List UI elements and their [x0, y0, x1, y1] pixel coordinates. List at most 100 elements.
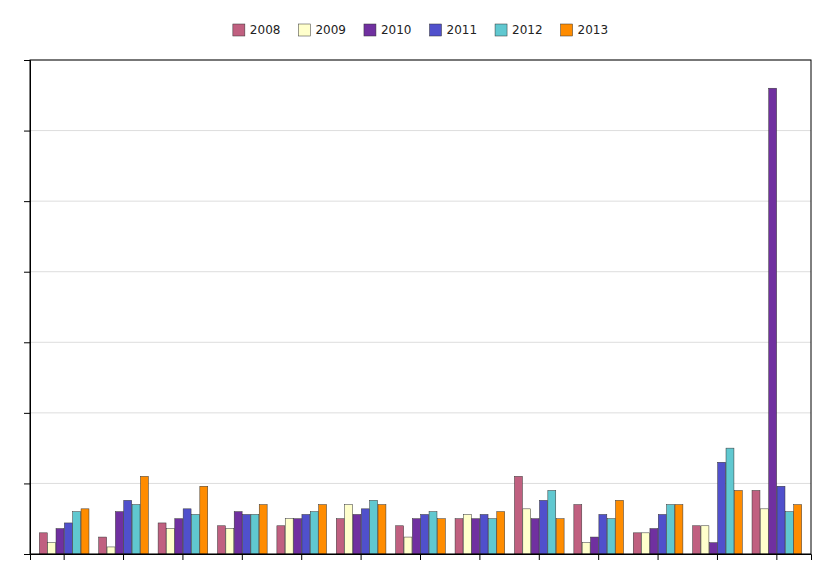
- bar: [107, 547, 115, 554]
- bar: [701, 526, 709, 554]
- bar: [243, 514, 251, 554]
- grid-line: [30, 201, 811, 202]
- y-tick: [24, 483, 30, 484]
- y-tick: [24, 131, 30, 132]
- bar: [396, 526, 404, 554]
- legend-swatch: [233, 24, 245, 36]
- bar: [48, 543, 56, 554]
- bar: [480, 514, 488, 554]
- bar: [132, 505, 140, 554]
- y-tick-mark: [24, 342, 30, 343]
- x-tick: [361, 554, 362, 560]
- bar-series: [48, 505, 769, 554]
- bar: [73, 512, 81, 554]
- bar-series: [39, 476, 760, 554]
- legend-swatch: [430, 24, 442, 36]
- x-axis: [31, 554, 812, 560]
- bar: [523, 509, 531, 554]
- bar: [39, 533, 47, 554]
- bar: [693, 526, 701, 554]
- bar: [81, 509, 89, 554]
- x-tick: [658, 554, 659, 560]
- bar: [259, 505, 267, 554]
- grid: [30, 60, 811, 554]
- legend-label: 2013: [578, 23, 609, 37]
- y-tick-mark: [24, 201, 30, 202]
- bar: [591, 537, 599, 554]
- legend-swatch: [561, 24, 573, 36]
- bar: [463, 514, 471, 554]
- plot-frame: [30, 60, 811, 554]
- grid-line: [30, 412, 811, 413]
- x-tick-mark: [658, 554, 659, 560]
- x-tick: [420, 554, 421, 560]
- bar: [166, 529, 174, 554]
- bar: [319, 505, 327, 554]
- x-tick: [301, 554, 302, 560]
- x-tick-mark: [64, 554, 65, 560]
- bar: [302, 514, 310, 554]
- legend-label: 2009: [315, 23, 346, 37]
- x-tick-mark: [598, 554, 599, 560]
- bar: [650, 529, 658, 554]
- y-tick-mark: [24, 413, 30, 414]
- y-tick: [24, 413, 30, 414]
- y-tick-mark: [24, 483, 30, 484]
- bar: [378, 505, 386, 554]
- legend-item: 2009: [298, 23, 346, 37]
- x-tick: [479, 554, 480, 560]
- x-tick: [242, 554, 243, 560]
- chart: 200820092010201120122013: [0, 0, 835, 584]
- y-tick-mark: [24, 60, 30, 61]
- bar: [310, 512, 318, 554]
- bar-series: [81, 476, 802, 554]
- bar: [404, 537, 412, 554]
- grid-line: [30, 342, 811, 343]
- bar: [226, 529, 234, 554]
- bar: [709, 543, 717, 554]
- bar: [752, 490, 760, 554]
- legend-label: 2008: [250, 23, 281, 37]
- x-tick: [182, 554, 183, 560]
- legend-item: 2012: [495, 23, 543, 37]
- bar: [616, 500, 624, 554]
- x-tick-mark: [301, 554, 302, 560]
- grid-line: [30, 271, 811, 272]
- bar: [667, 505, 675, 554]
- bar: [760, 509, 768, 554]
- bar: [514, 476, 522, 554]
- x-tick-mark: [182, 554, 183, 560]
- y-tick: [24, 201, 30, 202]
- x-tick-mark: [420, 554, 421, 560]
- bar: [769, 88, 777, 554]
- grid-line: [30, 130, 811, 131]
- bar: [56, 529, 64, 554]
- y-tick-mark: [24, 272, 30, 273]
- bars: [39, 88, 801, 554]
- bar: [437, 519, 445, 554]
- y-tick: [24, 342, 30, 343]
- x-tick-mark: [479, 554, 480, 560]
- bar: [726, 448, 734, 554]
- x-tick: [64, 554, 65, 560]
- legend-label: 2010: [381, 23, 412, 37]
- bar: [472, 519, 480, 554]
- bar: [218, 526, 226, 554]
- x-tick: [598, 554, 599, 560]
- bar: [183, 509, 191, 554]
- legend-swatch: [495, 24, 507, 36]
- x-tick: [717, 554, 718, 560]
- bar: [64, 523, 72, 554]
- x-tick-mark: [361, 554, 362, 560]
- x-tick: [123, 554, 124, 560]
- x-tick-mark: [717, 554, 718, 560]
- bar: [497, 512, 505, 554]
- bar: [785, 512, 793, 554]
- bar: [531, 519, 539, 554]
- bar: [234, 512, 242, 554]
- bar: [124, 500, 132, 554]
- bar-series: [64, 462, 785, 554]
- bar-series: [73, 448, 794, 554]
- bar: [718, 462, 726, 554]
- bar: [345, 505, 353, 554]
